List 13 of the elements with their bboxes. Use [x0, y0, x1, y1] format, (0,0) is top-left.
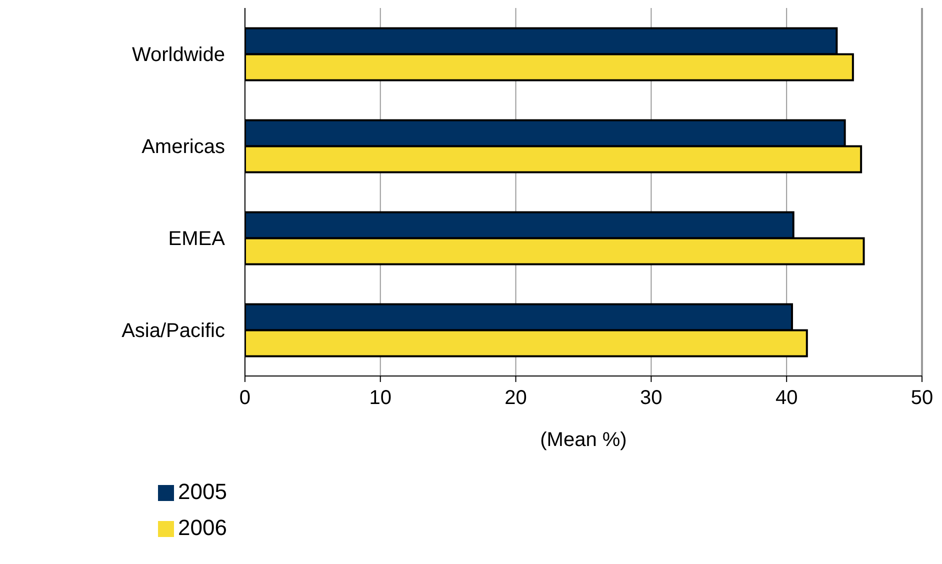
x-tick-label: 30	[640, 387, 662, 410]
x-tick-label: 20	[504, 387, 527, 410]
x-tick-label: 10	[369, 387, 392, 410]
x-tick-label: 0	[239, 387, 251, 410]
y-tick-label: EMEA	[168, 228, 226, 250]
x-tick-label: 40	[775, 387, 798, 410]
y-tick-label: Americas	[142, 136, 225, 158]
legend-label: 2005	[178, 479, 227, 504]
y-tick-label: Worldwide	[132, 44, 225, 66]
legend-label: 2006	[178, 515, 227, 540]
x-axis-title: (Mean %)	[540, 429, 627, 451]
y-tick-label: Asia/Pacific	[122, 320, 225, 342]
x-tick-label: 50	[910, 387, 934, 410]
